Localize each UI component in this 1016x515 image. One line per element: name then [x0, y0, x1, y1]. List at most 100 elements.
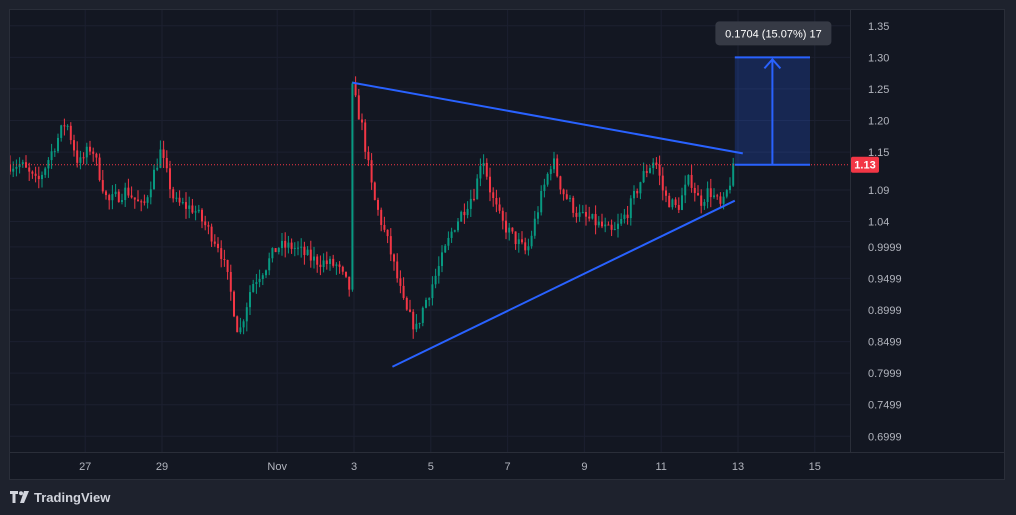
candle-body	[146, 197, 149, 203]
candle-body	[655, 162, 658, 165]
candle-body	[297, 247, 299, 249]
candle-body	[367, 151, 370, 161]
candle-body	[268, 258, 271, 271]
candle-body	[201, 209, 203, 222]
candle-body	[31, 171, 34, 174]
candle-body	[697, 193, 699, 196]
candle-body	[469, 198, 472, 209]
candle-body	[524, 242, 527, 251]
footer-branding: TradingView	[10, 488, 110, 506]
candle-body	[514, 231, 517, 245]
candle-body	[421, 307, 424, 323]
time-tick-label: 9	[581, 461, 587, 473]
candle-body	[674, 199, 677, 206]
last-price-badge	[851, 156, 879, 173]
candle-body	[428, 298, 431, 300]
candle-body	[495, 198, 498, 205]
candle-body	[261, 275, 264, 279]
time-tick-label: Nov	[267, 461, 287, 473]
candle-body	[597, 221, 600, 226]
price-tick-label: 0.9999	[868, 242, 902, 254]
candle-body	[95, 153, 98, 158]
candle-body	[607, 224, 610, 226]
chart-panel[interactable]: 0.1704 (15.07%) 17 1.35 1.30 1.25 1.20 1.15 1.…	[9, 9, 1005, 480]
candle-body	[492, 192, 495, 199]
candle-body	[540, 190, 543, 213]
price-tick-label: 0.9499	[868, 273, 902, 285]
candle-body	[345, 271, 347, 277]
candle-body	[255, 282, 258, 284]
candle-body	[565, 194, 568, 199]
candle-body	[165, 157, 168, 169]
candle-body	[556, 158, 559, 177]
candle-body	[649, 168, 651, 173]
candle-body	[92, 151, 95, 154]
price-tick-label: 1.20	[868, 116, 889, 128]
candle-body	[626, 214, 629, 219]
candle-body	[569, 197, 571, 199]
candle-body	[581, 212, 584, 214]
candle-body	[377, 199, 379, 210]
candle-body	[34, 173, 37, 176]
candle-body	[393, 254, 395, 262]
time-tick-label: 7	[505, 461, 511, 473]
candle-body	[357, 95, 360, 120]
candle-body	[85, 146, 88, 158]
price-tick-label: 0.6999	[868, 431, 902, 443]
candle-body	[380, 209, 383, 225]
candle-body	[690, 174, 693, 188]
time-tick-label: 3	[351, 461, 357, 473]
candle-body	[722, 196, 725, 204]
candle-body	[476, 178, 479, 200]
candle-body	[322, 260, 325, 268]
candle-body	[60, 125, 63, 138]
candle-body	[508, 227, 511, 233]
candle-body	[441, 252, 443, 267]
price-tick-label: 0.8999	[868, 305, 902, 317]
tradingview-logo-icon	[10, 491, 29, 503]
candle-body	[236, 316, 239, 333]
candle-body	[364, 122, 367, 152]
price-tick-label: 1.35	[868, 21, 889, 33]
candle-body	[258, 278, 261, 283]
candle-body	[185, 202, 187, 209]
candle-body	[633, 190, 635, 199]
measure-label-text: 0.1704 (15.07%) 17	[725, 28, 822, 40]
candle-body	[361, 119, 363, 123]
candle-body	[233, 291, 235, 317]
candle-body	[527, 246, 530, 251]
candle-body	[460, 211, 463, 222]
candle-body	[386, 229, 389, 237]
candle-body	[290, 242, 293, 249]
candle-body	[665, 190, 667, 196]
candle-body	[21, 162, 24, 165]
candle-body	[652, 162, 655, 169]
candle-body	[485, 162, 488, 177]
candle-body	[274, 248, 277, 253]
candle-body	[450, 231, 453, 238]
candle-body	[47, 160, 50, 169]
candle-body	[69, 125, 72, 141]
candle-body	[197, 209, 200, 212]
candle-body	[530, 235, 533, 247]
candle-body	[153, 169, 155, 190]
candle-body	[117, 191, 120, 203]
candle-body	[681, 195, 683, 210]
candle-body	[658, 164, 661, 176]
candle-body	[521, 239, 523, 243]
measure-arrow-head	[763, 57, 782, 70]
candle-body	[373, 182, 376, 200]
candle-body	[351, 83, 354, 290]
candle-body	[287, 242, 290, 248]
candle-body	[617, 223, 619, 229]
candle-body	[505, 220, 507, 233]
price-chart[interactable]: 0.1704 (15.07%) 171.351.301.251.201.151.…	[10, 10, 1004, 479]
last-price-label: 1.13	[854, 160, 875, 172]
time-tick-label: 15	[809, 461, 821, 473]
candle-body	[159, 149, 162, 168]
candle-body	[517, 239, 520, 245]
candle-body	[12, 168, 15, 172]
candle-body	[354, 83, 357, 96]
candle-body	[639, 182, 642, 194]
candle-body	[709, 188, 712, 198]
